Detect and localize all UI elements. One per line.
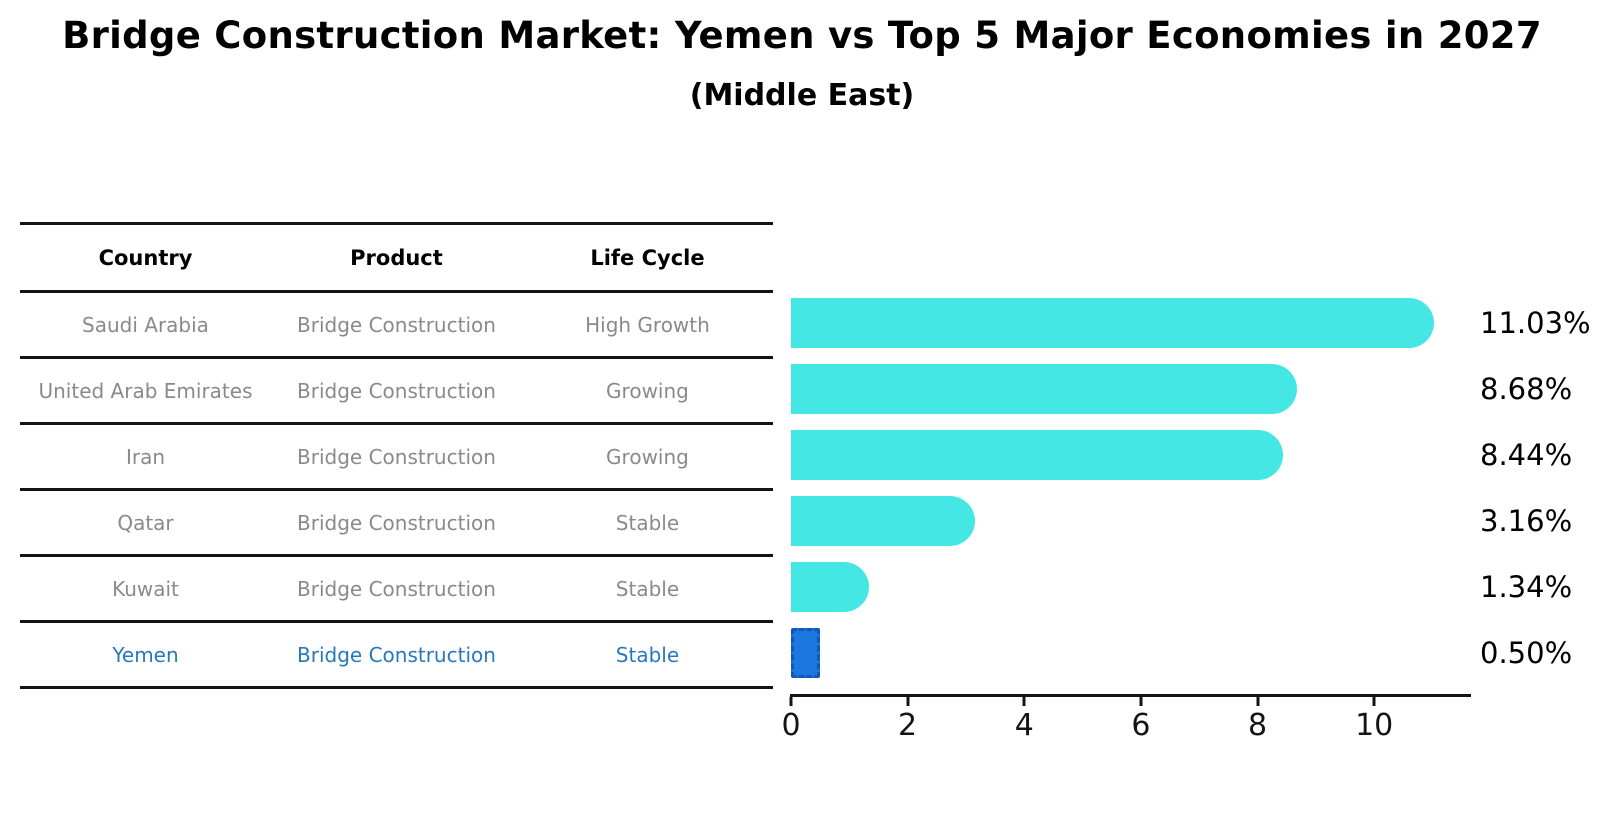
x-tick-mark (789, 697, 793, 706)
value-label: 0.50% (1480, 636, 1573, 670)
cell-country: Saudi Arabia (82, 312, 209, 337)
cell-country: Kuwait (112, 576, 179, 601)
bar-slot: 1.34% (791, 554, 1572, 620)
cell-product: Bridge Construction (297, 312, 496, 337)
cell-country: Iran (125, 444, 166, 469)
cell-country: Yemen (112, 642, 179, 667)
header-cell-life-cycle: Life Cycle (590, 245, 705, 270)
cell-life-cycle: Growing (606, 444, 689, 469)
cell-product: Bridge Construction (297, 378, 496, 403)
table-header-row: Country Product Life Cycle (20, 222, 773, 293)
x-tick-mark (1256, 697, 1260, 706)
cell-product: Bridge Construction (297, 642, 496, 667)
bar-slot: 8.68% (791, 356, 1572, 422)
x-tick-label: 8 (1248, 708, 1268, 743)
chart-subtitle: (Middle East) (689, 78, 915, 113)
bar-slot: 3.16% (791, 488, 1572, 554)
bar-kuwait (791, 562, 870, 612)
cell-product: Bridge Construction (297, 444, 496, 469)
bar-united-arab-emirates (791, 364, 1298, 414)
cell-life-cycle: High Growth (585, 312, 710, 337)
bar-slot: 11.03% (791, 290, 1591, 356)
x-axis-line (790, 694, 1471, 697)
cell-life-cycle: Growing (606, 378, 689, 403)
table-row: Saudi Arabia Bridge Construction High Gr… (20, 293, 773, 359)
value-label: 3.16% (1480, 504, 1573, 538)
cell-product: Bridge Construction (297, 576, 496, 601)
table-row: Qatar Bridge Construction Stable (20, 491, 773, 557)
bar-slot: 8.44% (791, 422, 1572, 488)
table-row: Iran Bridge Construction Growing (20, 425, 773, 491)
x-tick-label: 2 (898, 708, 918, 743)
cell-product: Bridge Construction (297, 510, 496, 535)
value-label: 8.44% (1480, 438, 1573, 472)
x-tick-label: 10 (1355, 708, 1394, 743)
table-row: Kuwait Bridge Construction Stable (20, 557, 773, 623)
cell-country: Qatar (117, 510, 174, 535)
country-table: Country Product Life Cycle Saudi Arabia … (20, 222, 773, 689)
cell-life-cycle: Stable (615, 510, 680, 535)
value-label: 8.68% (1480, 372, 1573, 406)
x-tick-mark (906, 697, 910, 706)
bar-slot: 0.50% (791, 620, 1572, 686)
cell-country: United Arab Emirates (38, 378, 253, 403)
value-label: 1.34% (1480, 570, 1573, 604)
x-tick-label: 0 (781, 708, 801, 743)
cell-life-cycle: Stable (615, 642, 680, 667)
x-tick-mark (1139, 697, 1143, 706)
cell-life-cycle: Stable (615, 576, 680, 601)
bar-yemen-highlighted (791, 628, 821, 678)
x-tick-label: 4 (1014, 708, 1034, 743)
header-cell-country: Country (98, 245, 193, 270)
value-label: 11.03% (1480, 306, 1591, 340)
table-row: United Arab Emirates Bridge Construction… (20, 359, 773, 425)
x-tick-label: 6 (1131, 708, 1151, 743)
table-row-yemen-highlighted: Yemen Bridge Construction Stable (20, 623, 773, 689)
bar-plot: 11.03% 8.68% 8.44% 3.16% 1.34% 0.50% 0 (781, 290, 1591, 743)
bar-qatar (791, 496, 976, 546)
x-tick-mark (1372, 697, 1376, 706)
x-tick-mark (1022, 697, 1026, 706)
chart-title: Bridge Construction Market: Yemen vs Top… (62, 14, 1542, 57)
bar-iran (791, 430, 1284, 480)
bar-saudi-arabia (791, 298, 1435, 348)
header-cell-product: Product (350, 245, 443, 270)
